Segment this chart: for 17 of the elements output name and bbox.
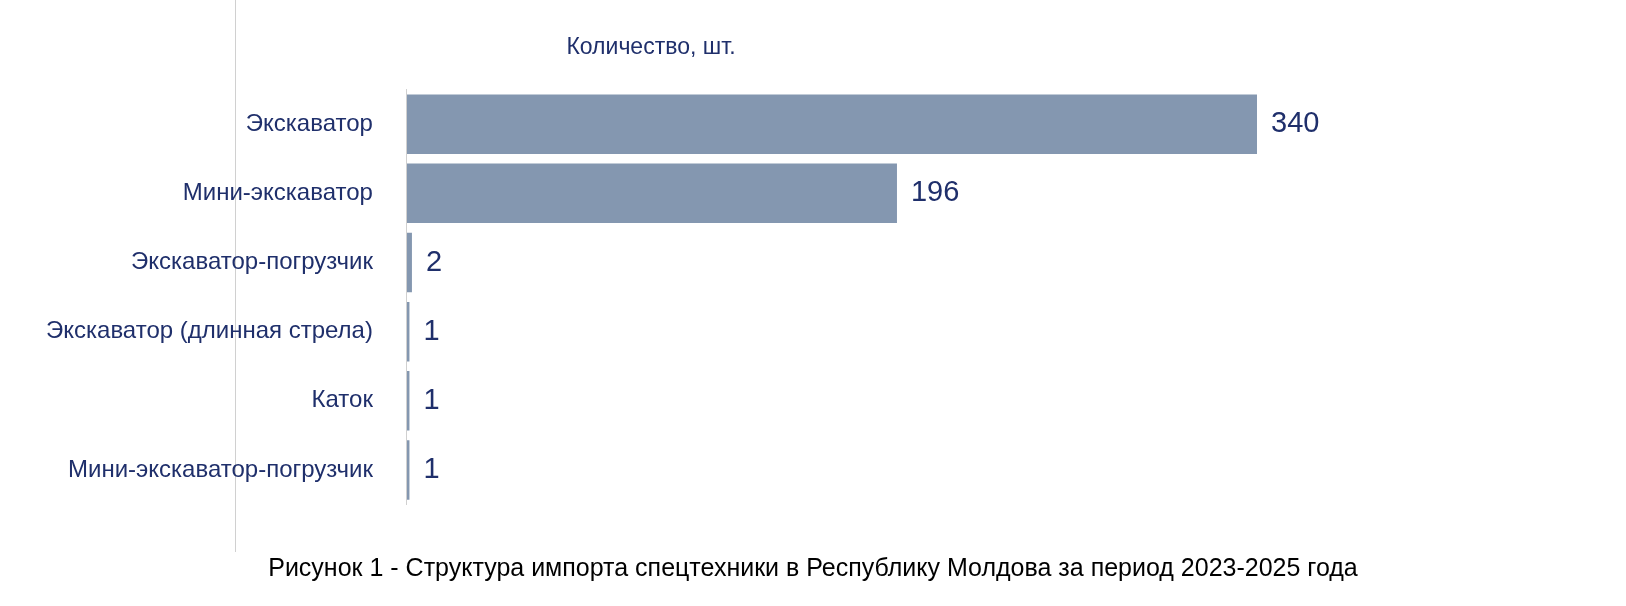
y-tick-label: Каток	[311, 385, 374, 413]
y-tick-label: Экскаватор (длинная стрела)	[45, 316, 373, 344]
data-label: 1	[423, 313, 440, 346]
bar	[406, 163, 897, 224]
chart-title: Количество, шт.	[566, 33, 736, 60]
y-tick-label: Экскаватор	[245, 108, 373, 136]
data-label: 340	[1271, 106, 1320, 139]
y-tick-label: Мини-экскаватор	[182, 177, 373, 205]
y-tick-label: Мини-экскаватор-погрузчик	[67, 454, 374, 482]
data-label: 1	[423, 452, 440, 485]
text: Рисунок 1 - Структура импорта спецтехники в Республику Молдова за период 2023-2025 года	[267, 553, 1359, 582]
data-label: 196	[910, 175, 960, 208]
bar	[406, 232, 412, 293]
data-label: 2	[425, 244, 443, 277]
data-label: 1	[423, 382, 440, 415]
bar	[406, 94, 1257, 154]
y-tick-label: Экскаватор-погрузчик	[131, 247, 374, 275]
